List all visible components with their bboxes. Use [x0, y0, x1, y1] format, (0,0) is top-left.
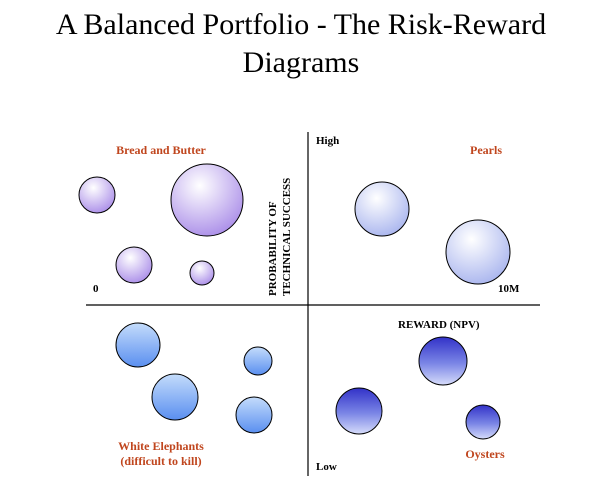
quadrant-label-oysters: Oysters	[465, 447, 505, 461]
bubble-bread-and-butter-1	[78, 176, 116, 214]
axis-label-reward: REWARD (NPV)	[398, 319, 480, 331]
bubble-white-elephants-1	[115, 322, 161, 368]
bubble-oysters-1	[418, 336, 468, 386]
axis-label-zero: 0	[93, 283, 99, 295]
quadrant-label-white-elephants: White Elephants	[118, 439, 204, 453]
title-line-2: Diagrams	[242, 46, 360, 79]
axis-label-probability-line-1: PROBABILITY OF	[267, 201, 279, 296]
axis-label-low: Low	[316, 461, 337, 473]
bubble-oysters-3	[465, 404, 501, 440]
bubble-white-elephants-4	[235, 396, 273, 434]
bubble-white-elephants-2	[151, 373, 199, 421]
quadrant-label-white-elephants-note: (difficult to kill)	[120, 454, 201, 468]
bubble-oysters-2	[335, 387, 383, 435]
bubble-pearls-1	[354, 181, 410, 237]
quadrant-label-pearls: Pearls	[470, 143, 502, 157]
axis-label-probability-line-2: TECHNICAL SUCCESS	[281, 178, 293, 296]
axis-label-high: High	[316, 135, 339, 147]
axis-label-10m: 10M	[498, 283, 520, 295]
bubble-white-elephants-3	[243, 346, 273, 376]
bubble-pearls-2	[445, 219, 511, 285]
quadrant-label-bread-and-butter: Bread and Butter	[116, 143, 206, 157]
page-title: A Balanced Portfolio - The Risk-Reward D…	[0, 6, 602, 82]
bubble-bread-and-butter-2	[170, 163, 244, 237]
bubble-bread-and-butter-4	[189, 260, 215, 286]
bubble-bread-and-butter-3	[115, 246, 153, 284]
title-line-1: A Balanced Portfolio - The Risk-Reward	[55, 8, 547, 41]
